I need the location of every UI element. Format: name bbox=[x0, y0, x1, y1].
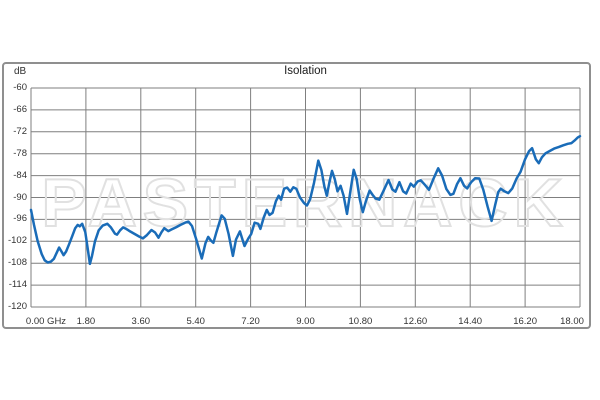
isolation-line bbox=[29, 134, 582, 266]
y-tick-label: -66 bbox=[13, 103, 27, 115]
chart-panel bbox=[2, 62, 591, 329]
x-tick-label: 9.00 bbox=[296, 316, 315, 327]
y-tick-label: -84 bbox=[13, 169, 27, 181]
x-tick-label: 10.80 bbox=[348, 316, 373, 327]
x-tick-label: 14.40 bbox=[458, 316, 483, 327]
y-tick-label: -78 bbox=[13, 147, 27, 159]
x-tick-label: 18.00 bbox=[560, 316, 584, 327]
x-tick-label: 5.40 bbox=[186, 316, 205, 327]
y-axis-unit-label: dB bbox=[14, 66, 27, 77]
y-tick-label: -108 bbox=[7, 257, 27, 269]
chart-title: Isolation bbox=[284, 65, 327, 77]
y-tick-label: -72 bbox=[13, 125, 27, 137]
y-tick-label: -96 bbox=[13, 213, 27, 225]
x-tick-label: 1.80 bbox=[76, 316, 96, 327]
y-tick-label: -120 bbox=[7, 301, 27, 312]
gridlines bbox=[30, 87, 581, 308]
x-tick-label: 16.20 bbox=[513, 316, 537, 327]
x-tick-label: 0.00 GHz bbox=[25, 316, 67, 327]
y-tick-label: -60 bbox=[13, 82, 27, 93]
x-tick-label: 3.60 bbox=[131, 316, 151, 327]
y-tick-label: -114 bbox=[8, 279, 27, 291]
x-tick-label: 12.60 bbox=[403, 316, 428, 327]
x-tick-label: 7.20 bbox=[241, 316, 260, 327]
y-tick-label: -102 bbox=[7, 235, 27, 247]
y-tick-label: -90 bbox=[13, 191, 27, 203]
